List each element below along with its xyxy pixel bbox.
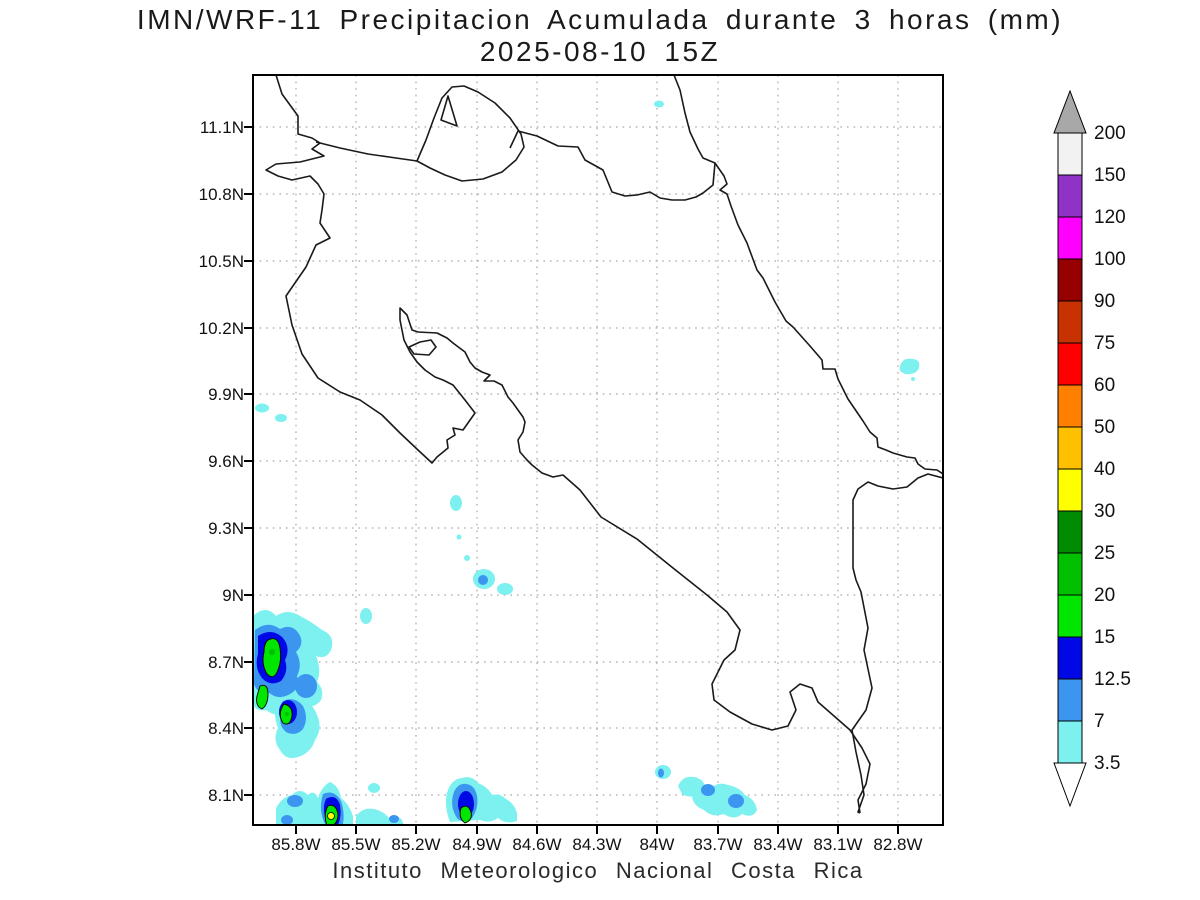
costa-rica-coastline <box>265 75 943 814</box>
lat-label: 9.3N <box>208 519 244 538</box>
colorbar-value-label: 75 <box>1094 333 1115 354</box>
colorbar-value-label: 50 <box>1094 417 1115 438</box>
colorbar-segment <box>1057 216 1083 260</box>
nicaragua-border <box>315 141 418 162</box>
colorbar-under-arrow <box>1053 762 1087 808</box>
colorbar-value-label: 40 <box>1094 459 1115 480</box>
lake-island <box>440 95 458 127</box>
colorbar-value-label: 15 <box>1094 627 1115 648</box>
san-juan-border <box>509 130 716 201</box>
colorbar-segment <box>1057 510 1083 554</box>
colorbar-value-label: 3.5 <box>1094 753 1120 774</box>
lat-label: 9.6N <box>208 452 244 471</box>
precipitation-contours <box>253 100 920 825</box>
lat-label: 10.5N <box>199 252 244 271</box>
colorbar-segment <box>1057 426 1083 470</box>
lon-label: 84.6W <box>512 835 561 854</box>
colorbar-segment <box>1057 384 1083 428</box>
colorbar-segment <box>1057 594 1083 638</box>
y-axis-labels: 11.1N 10.8N 10.5N 10.2N 9.9N 9.6N 9.3N 9N 8.7N 8.… <box>199 118 244 805</box>
lat-label: 9N <box>222 586 244 605</box>
colorbar-value-label: 150 <box>1094 165 1126 186</box>
lat-label: 11.1N <box>200 118 244 137</box>
colorbar-value-label: 90 <box>1094 291 1115 312</box>
lat-label: 10.8N <box>199 185 244 204</box>
lat-label: 9.9N <box>208 385 244 404</box>
colorbar-value-label: 12.5 <box>1094 669 1131 690</box>
pacific-coastline <box>265 75 871 814</box>
colorbar-segment <box>1057 300 1083 344</box>
lon-label: 82.8W <box>873 835 922 854</box>
lat-label: 8.7N <box>208 653 244 672</box>
lon-label: 84.3W <box>572 835 621 854</box>
institution-caption: Instituto Meteorologico Nacional Costa R… <box>332 858 864 883</box>
lake-nicaragua-shore <box>416 85 525 182</box>
chira-island <box>408 339 437 356</box>
x-axis-labels: 85.8W 85.5W 85.2W 84.9W 84.6W 84.3W 84W 83.7W 83… <box>271 835 922 854</box>
colorbar-segment <box>1057 636 1083 680</box>
lat-label: 8.4N <box>208 719 244 738</box>
lon-label: 85.2W <box>391 835 440 854</box>
chart-subtitle-datetime: 2025-08-10 15Z <box>479 36 721 67</box>
colorbar-value-label: 60 <box>1094 375 1115 396</box>
panama-border <box>851 473 943 814</box>
lon-label: 84W <box>640 835 675 854</box>
colorbar-segment <box>1057 552 1083 596</box>
grid-lines <box>253 75 943 825</box>
colorbar-value-label: 120 <box>1094 207 1126 228</box>
colorbar-segment <box>1057 258 1083 302</box>
lon-label: 83.7W <box>693 835 742 854</box>
colorbar-value-label: 20 <box>1094 585 1115 606</box>
lon-label: 83.1W <box>813 835 862 854</box>
caribbean-coastline <box>673 75 943 475</box>
colorbar-segment <box>1057 678 1083 722</box>
colorbar-segment <box>1057 174 1083 218</box>
lon-label: 83.4W <box>753 835 802 854</box>
colorbar-segment <box>1057 132 1083 176</box>
colorbar-value-label: 100 <box>1094 249 1126 270</box>
colorbar-segment <box>1057 720 1083 764</box>
colorbar-legend: 200 150 120 100 90 75 60 50 40 30 25 20 15 12.5 7 3.5 <box>1053 89 1131 808</box>
chart-title: IMN/WRF-11 Precipitacion Acumulada duran… <box>136 4 1064 35</box>
lon-label: 84.9W <box>452 835 501 854</box>
colorbar-over-arrow <box>1053 89 1087 134</box>
axis-ticks <box>244 126 899 834</box>
lat-label: 10.2N <box>199 319 244 338</box>
colorbar-segment <box>1057 342 1083 386</box>
colorbar-value-label: 30 <box>1094 501 1115 522</box>
colorbar-value-label: 25 <box>1094 543 1115 564</box>
colorbar-segment <box>1057 468 1083 512</box>
lon-label: 85.5W <box>331 835 380 854</box>
colorbar-value-label: 7 <box>1094 711 1105 732</box>
colorbar-value-label: 200 <box>1094 123 1126 144</box>
lon-label: 85.8W <box>271 835 320 854</box>
lat-label: 8.1N <box>208 786 244 805</box>
